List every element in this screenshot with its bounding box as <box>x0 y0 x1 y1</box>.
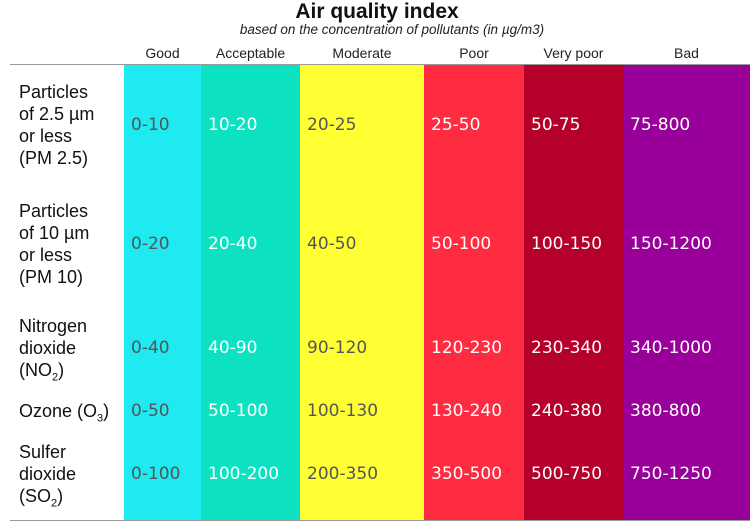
label-line: (SO2) <box>19 485 76 515</box>
range-value: 0-20 <box>131 234 170 254</box>
column-header: Poor <box>459 45 489 61</box>
column-header: Moderate <box>332 45 392 61</box>
column-band <box>300 65 424 520</box>
column-band <box>424 65 524 520</box>
column-band <box>623 65 750 520</box>
range-value: 340-1000 <box>630 338 712 358</box>
range-value: 100-130 <box>307 401 379 421</box>
row-label-line: dioxide <box>19 338 77 358</box>
range-value: 240-380 <box>531 401 603 421</box>
range-value: 120-230 <box>431 338 503 358</box>
range-value: 750-1250 <box>630 464 712 484</box>
subtitle: based on the concentration of pollutants… <box>239 22 545 37</box>
range-value: 100-150 <box>531 234 603 254</box>
row-label-line: of 2.5 µm <box>19 104 95 124</box>
subscript: 3 <box>97 412 104 425</box>
row-label-line: or less <box>19 126 73 146</box>
range-value: 25-50 <box>431 115 481 135</box>
range-value: 230-340 <box>531 338 603 358</box>
label-line: (NO2) <box>19 359 87 389</box>
range-value: 50-100 <box>208 401 269 421</box>
range-value: 0-50 <box>131 401 170 421</box>
title: Air quality index <box>295 0 459 23</box>
row-label-line: Particles <box>19 82 89 102</box>
column-band <box>524 65 623 520</box>
column-band <box>124 65 201 520</box>
label-line: Ozone (O3) <box>19 400 109 430</box>
row-label-line: (SO <box>19 486 52 506</box>
row-label: Sulfer dioxide (SO2) <box>19 441 76 515</box>
row-label: Particles of 10 µm or less (PM 10) <box>19 200 89 288</box>
range-value: 50-100 <box>431 234 492 254</box>
range-value: 40-50 <box>307 234 357 254</box>
column-header: Very poor <box>543 45 604 61</box>
row-label-line: or less <box>19 245 73 265</box>
subscript: 2 <box>52 371 59 384</box>
row-label-line: (PM 2.5) <box>19 148 89 168</box>
range-value: 130-240 <box>431 401 503 421</box>
label-suffix: ) <box>57 486 64 506</box>
range-value: 10-20 <box>208 115 258 135</box>
row-label-line: Ozone (O <box>19 401 98 421</box>
range-value: 40-90 <box>208 338 258 358</box>
range-value: 0-10 <box>131 115 170 135</box>
row-label-line: dioxide <box>19 464 77 484</box>
range-value: 350-500 <box>431 464 503 484</box>
range-value: 50-75 <box>531 115 581 135</box>
row-label-line: Particles <box>19 201 89 221</box>
row-label: Nitrogen dioxide (NO2) <box>19 315 87 389</box>
range-value: 200-350 <box>307 464 379 484</box>
top-rule <box>10 64 750 65</box>
subscript: 2 <box>51 497 58 510</box>
range-value: 20-40 <box>208 234 258 254</box>
column-header: Acceptable <box>215 45 286 61</box>
column-band <box>201 65 300 520</box>
range-value: 100-200 <box>208 464 280 484</box>
column-header: Bad <box>674 45 699 61</box>
column-header: Good <box>145 45 180 61</box>
row-label: Ozone (O3) <box>19 400 109 430</box>
range-value: 380-800 <box>630 401 702 421</box>
row-label-line: (PM 10) <box>19 267 84 287</box>
range-value: 90-120 <box>307 338 368 358</box>
row-label-line: (NO <box>19 360 52 380</box>
range-value: 75-800 <box>630 115 691 135</box>
range-value: 0-100 <box>131 464 181 484</box>
range-value: 0-40 <box>131 338 170 358</box>
bottom-rule <box>10 520 750 521</box>
range-value: 500-750 <box>531 464 603 484</box>
label-suffix: ) <box>58 360 65 380</box>
row-label: Particles of 2.5 µm or less (PM 2.5) <box>19 81 94 169</box>
label-suffix: ) <box>103 401 110 421</box>
range-value: 20-25 <box>307 115 357 135</box>
row-label-line: of 10 µm <box>19 223 90 243</box>
range-value: 150-1200 <box>630 234 712 254</box>
row-label-line: Nitrogen <box>19 316 88 336</box>
row-label-line: Sulfer <box>19 442 67 462</box>
